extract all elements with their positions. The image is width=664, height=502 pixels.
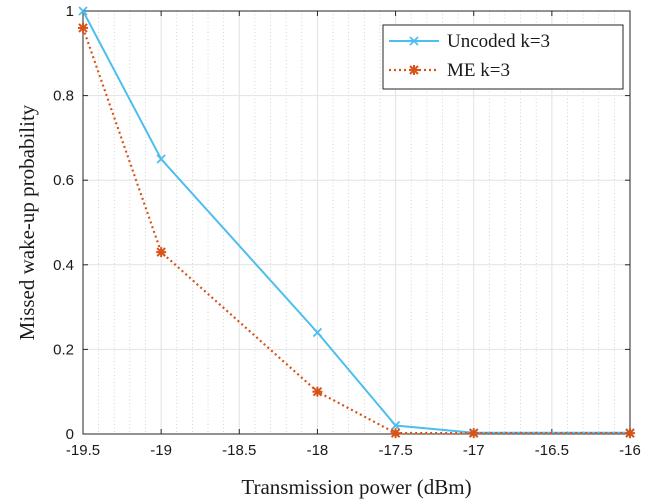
y-tick-label: 0 <box>66 426 74 443</box>
series-layer <box>78 6 635 439</box>
x-tick-label: -18 <box>307 442 329 459</box>
y-tick-label: 0.8 <box>53 88 74 105</box>
series-line-2 <box>81 27 630 435</box>
plot-area-frame <box>82 10 631 435</box>
legend: Uncoded k=3 ME k=3 <box>382 24 624 90</box>
y-tick-labels: 0 0.2 0.4 0.6 0.8 1 <box>53 3 74 443</box>
x-tick-label: -19 <box>150 442 172 459</box>
x-tick-label: -16 <box>619 442 641 459</box>
series-2-point <box>312 386 323 397</box>
series-2-point <box>78 22 88 33</box>
y-tick-label: 0.2 <box>53 341 74 358</box>
x-tick-labels: -19.5 -19 -18.5 -18 -17.5 -17 -16.5 -16 <box>66 442 641 459</box>
series-1-point <box>156 154 166 164</box>
x-axis-title: Transmission power (dBm) <box>241 475 471 499</box>
series-2-point <box>625 428 635 439</box>
x-tick-label: -17 <box>463 442 485 459</box>
y-tick-label: 1 <box>66 3 74 20</box>
series-1-point <box>312 327 323 338</box>
legend-label-1: Uncoded k=3 <box>447 31 550 52</box>
legend-marker-1 <box>409 36 419 46</box>
legend-marker-2 <box>409 65 419 75</box>
x-tick-label: -19.5 <box>66 442 100 459</box>
series-2-point <box>156 247 167 258</box>
x-tick-label: -16.5 <box>535 442 569 459</box>
series-line-1 <box>82 10 630 434</box>
legend-box <box>382 24 624 90</box>
series-1-point <box>390 420 401 431</box>
x-tick-label: -18.5 <box>222 442 256 459</box>
x-tick-label: -17.5 <box>378 442 412 459</box>
series-1-point <box>78 6 88 16</box>
y-axis-title: Missed wake-up probability <box>15 104 39 340</box>
y-tick-label: 0.4 <box>53 257 74 274</box>
legend-label-2: ME k=3 <box>447 60 510 81</box>
series-2-point <box>468 428 479 439</box>
y-tick-label: 0.6 <box>53 172 74 189</box>
series-2-point <box>390 428 401 439</box>
